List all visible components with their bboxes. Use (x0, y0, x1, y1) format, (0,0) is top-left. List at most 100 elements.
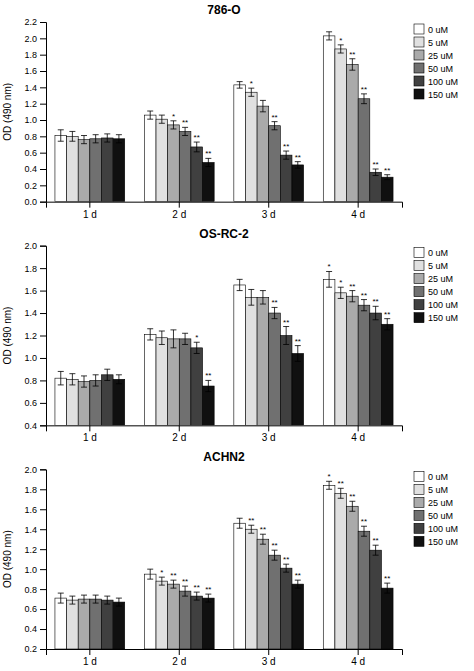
error-bar (373, 306, 379, 319)
error-line (118, 598, 119, 606)
y-tick: 2.2 (24, 17, 46, 27)
error-cap (194, 600, 200, 601)
error-bar (147, 569, 153, 579)
bar (234, 523, 246, 649)
bar (55, 378, 67, 425)
tick-mark (89, 425, 90, 431)
error-line (286, 564, 287, 572)
error-cap (338, 498, 344, 499)
legend-item: 0 uM (414, 471, 448, 482)
marks (55, 271, 393, 425)
y-tick: 0.8 (24, 376, 46, 386)
tick-mark (40, 136, 46, 137)
legend-label: 0 uM (428, 25, 448, 35)
error-line (185, 586, 186, 596)
bar (292, 353, 304, 425)
significance-label: ** (361, 85, 367, 94)
y-tick: 1.6 (24, 286, 46, 296)
error-line (84, 376, 85, 387)
significance-label: * (172, 112, 175, 121)
error-cap (338, 53, 344, 54)
bar (203, 598, 215, 649)
error-cap (81, 135, 87, 136)
error-cap (81, 143, 87, 144)
error-cap (248, 305, 254, 306)
error-cap (326, 287, 332, 288)
error-cap (104, 142, 110, 143)
error-cap (93, 386, 99, 387)
legend: 0 uM5 uM25 uM50 uM100 uM150 uM (414, 24, 458, 100)
chart-root: ***********************1 d2 d3 d4 d0.00.… (0, 0, 474, 671)
error-cap (205, 166, 211, 167)
significance-label: ** (349, 282, 355, 291)
significance-label: ** (372, 297, 378, 306)
tick-label: 0.2 (24, 644, 37, 654)
error-cap (69, 604, 75, 605)
legend-label: 5 uM (428, 38, 448, 48)
legend-item: 5 uM (414, 484, 448, 495)
tick-mark (89, 202, 90, 208)
error-line (72, 596, 73, 604)
bar-series (78, 59, 358, 202)
error-line (352, 291, 353, 302)
error-bar (384, 319, 390, 330)
legend-label: 25 uM (428, 51, 453, 61)
error-cap (93, 603, 99, 604)
error-bar (170, 580, 176, 588)
tick-mark (40, 22, 46, 23)
tick-mark (40, 629, 46, 630)
error-bar (373, 169, 379, 176)
legend-item: 150 uM (414, 89, 458, 100)
bar (168, 584, 180, 649)
y-axis-title: OD (490 nm) (2, 83, 13, 141)
tick-label: 0.8 (24, 376, 37, 386)
tick-mark (40, 291, 46, 292)
legend-swatch (414, 89, 424, 99)
error-bar (326, 32, 332, 40)
legend-item: 25 uM (414, 497, 453, 508)
y-tick: 1.6 (24, 505, 46, 515)
bar-series (67, 45, 347, 202)
bar-series (67, 488, 347, 649)
y-tick: 1.2 (24, 545, 46, 555)
bar (370, 313, 382, 425)
bar (67, 379, 79, 425)
error-line (208, 594, 209, 602)
error-cap (93, 595, 99, 596)
error-line (387, 583, 388, 593)
legend-label: 50 uM (428, 64, 453, 74)
error-cap (260, 111, 266, 112)
tick-label: 2.0 (24, 34, 37, 44)
y-tick: 0.6 (24, 604, 46, 614)
bar (55, 598, 67, 649)
tick-label: 1.8 (24, 264, 37, 274)
error-cap (170, 347, 176, 348)
y-tick: 1.6 (24, 66, 46, 76)
tick-label: 2 d (172, 432, 186, 443)
bar (335, 293, 347, 426)
error-bar (116, 598, 122, 606)
error-line (340, 488, 341, 498)
error-bar (338, 287, 344, 298)
y-tick: 0.6 (24, 398, 46, 408)
bar-series (90, 526, 370, 649)
panel: ******************************1 d2 d3 d4… (2, 450, 458, 667)
error-line (60, 593, 61, 603)
chart-title: ACHN2 (203, 450, 245, 464)
legend-item: 50 uM (414, 287, 453, 298)
tick-mark (40, 529, 46, 530)
tick-label: 0.6 (24, 148, 37, 158)
error-line (262, 291, 263, 304)
error-bar (93, 375, 99, 386)
bar (101, 600, 113, 649)
legend-item: 0 uM (414, 248, 448, 259)
legend-label: 0 uM (428, 472, 448, 482)
significance-label: ** (271, 541, 277, 550)
tick-label: 2.2 (24, 17, 37, 27)
error-cap (69, 141, 75, 142)
bar (179, 339, 191, 425)
tick-label: 1 d (83, 209, 97, 220)
error-cap (373, 319, 379, 320)
error-line (196, 342, 197, 353)
error-cap (93, 142, 99, 143)
